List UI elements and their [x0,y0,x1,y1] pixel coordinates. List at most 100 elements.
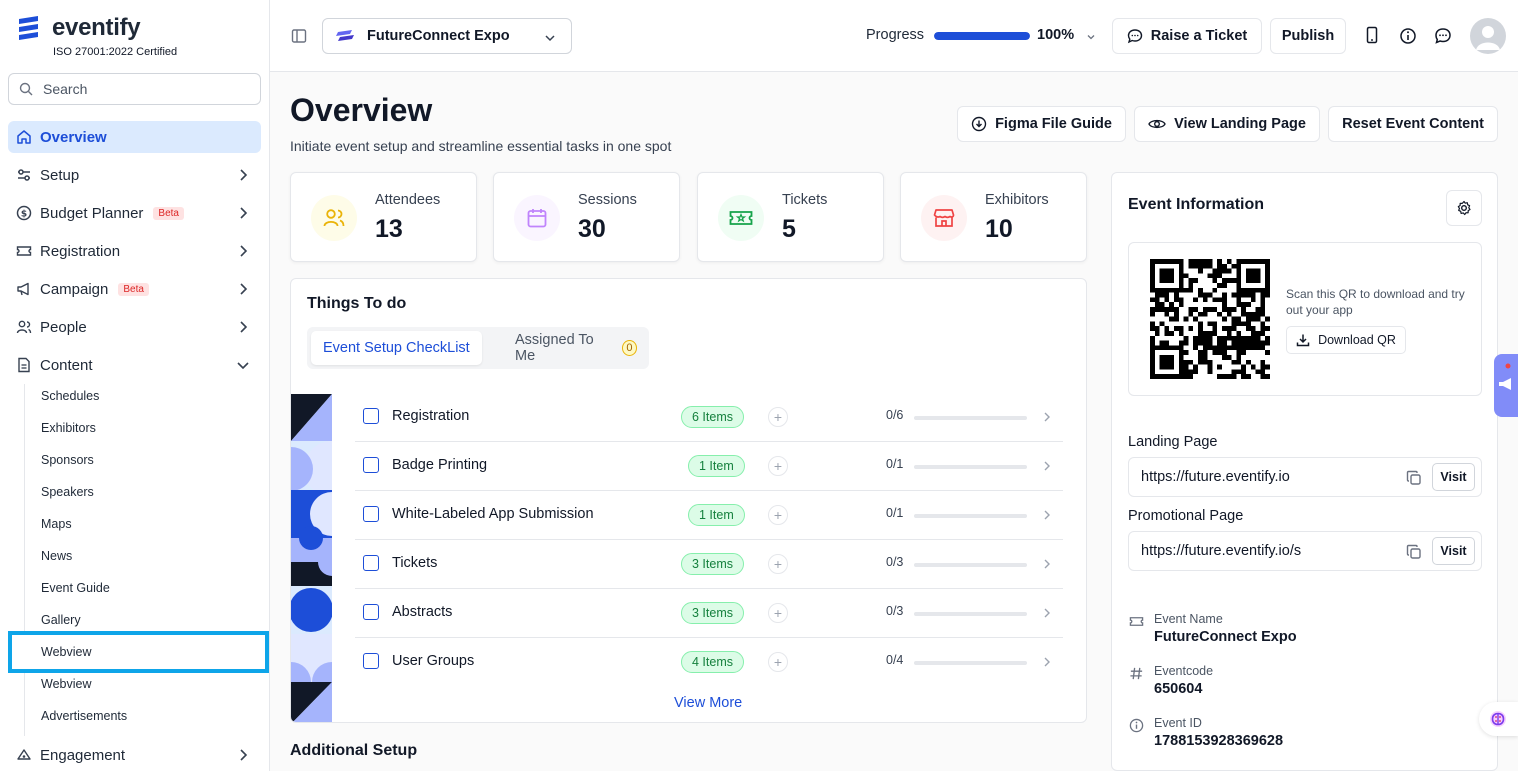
qr-module [1198,350,1203,355]
task-items-badge: 3 Items [681,553,744,575]
sidebar-subitem-exhibitors[interactable]: Exhibitors [41,421,96,435]
qr-module [1188,307,1194,312]
task-row-registration[interactable]: Registration 6 Items + 0/6 [355,393,1063,442]
add-task-button[interactable]: + [768,505,788,525]
sidebar-subitem-webview[interactable]: Webview [41,645,92,659]
qr-module [1207,359,1213,365]
sidebar-item-overview[interactable]: Overview [8,121,261,153]
qr-module [1222,316,1227,322]
task-row-user-groups[interactable]: User Groups 4 Items + 0/4 [355,638,1063,687]
search-box[interactable] [8,73,261,105]
qr-module [1255,259,1261,264]
task-checkbox[interactable] [363,604,379,620]
qr-module [1193,307,1198,312]
view-landing-page-button[interactable]: View Landing Page [1134,106,1320,142]
task-checkbox[interactable] [363,653,379,669]
qr-module [1265,287,1270,293]
stat-card-attendees[interactable]: Attendees 13 [290,172,477,262]
stat-card-tickets[interactable]: Tickets 5 [697,172,884,262]
qr-module [1178,273,1184,279]
stat-label: Attendees [375,192,441,208]
qr-module [1217,283,1222,288]
copy-icon[interactable] [1406,544,1422,560]
tab-event-setup-checklist[interactable]: Event Setup CheckList [311,331,482,365]
chevron-down-icon[interactable] [1085,31,1097,43]
qr-code-icon[interactable] [1150,259,1270,379]
qr-module [1150,374,1155,379]
sidebar-subitem-news[interactable]: News [41,549,73,563]
task-row-white-labeled-app[interactable]: White-Labeled App Submission 1 Item + 0/… [355,491,1063,540]
qr-module [1231,345,1237,351]
task-checkbox[interactable] [363,457,379,473]
event-selector[interactable]: FutureConnect Expo [322,18,572,54]
sidebar-subitem-event-guide[interactable]: Event Guide [41,581,110,595]
qr-module [1183,316,1189,322]
sidebar-item-setup[interactable]: Setup [8,159,261,191]
task-row-tickets[interactable]: Tickets 3 Items + 0/3 [355,540,1063,589]
sidebar-subitem-speakers[interactable]: Speakers [41,485,94,499]
copy-icon[interactable] [1406,470,1422,486]
qr-module [1255,273,1261,279]
task-checkbox[interactable] [363,555,379,571]
task-name: White-Labeled App Submission [392,506,594,522]
reset-event-content-button[interactable]: Reset Event Content [1328,106,1498,142]
qr-module [1260,369,1266,375]
sidebar: eventify ISO 27001:2022 Certified Overvi… [0,0,270,771]
sidebar-subitem-sponsors[interactable]: Sponsors [41,453,94,467]
qr-module [1246,287,1251,293]
qr-module [1164,268,1170,274]
qr-module [1265,273,1270,279]
search-input[interactable] [43,81,243,97]
publish-button[interactable]: Publish [1270,18,1346,54]
sidebar-subitem-webview-2[interactable]: Webview [41,677,92,691]
qr-module [1202,292,1208,298]
sidebar-subitem-maps[interactable]: Maps [41,517,72,531]
task-row-abstracts[interactable]: Abstracts 3 Items + 0/3 [355,589,1063,638]
sidebar-item-budget-planner[interactable]: $ Budget Planner Beta [8,197,261,229]
mobile-preview-icon[interactable] [1364,26,1380,44]
messages-icon[interactable] [1434,27,1452,45]
qr-module [1150,263,1155,269]
qr-module [1154,331,1160,336]
sidebar-subitem-advertisements[interactable]: Advertisements [41,709,128,723]
sidebar-item-content[interactable]: Content [8,349,261,381]
event-settings-button[interactable] [1446,190,1482,226]
visit-promotional-page-button[interactable]: Visit [1432,537,1475,565]
task-checkbox[interactable] [363,506,379,522]
feedback-side-tab[interactable] [1494,354,1518,417]
figma-file-guide-button[interactable]: Figma File Guide [957,106,1126,142]
ai-assistant-button[interactable] [1479,702,1518,736]
sidebar-item-registration[interactable]: Registration [8,235,261,267]
add-task-button[interactable]: + [768,652,788,672]
task-row-badge-printing[interactable]: Badge Printing 1 Item + 0/1 [355,442,1063,491]
add-task-button[interactable]: + [768,603,788,623]
tab-assigned-to-me[interactable]: Assigned To Me 0 [503,331,649,365]
qr-module [1255,335,1261,341]
brand-logo[interactable]: eventify [16,14,141,42]
raise-ticket-button[interactable]: Raise a Ticket [1112,18,1262,54]
sidebar-subitem-gallery[interactable]: Gallery [41,613,81,627]
qr-module [1183,364,1189,370]
sidebar-subitem-schedules[interactable]: Schedules [41,389,100,403]
qr-module [1236,259,1242,264]
sidebar-item-people[interactable]: People [8,311,261,343]
visit-landing-page-button[interactable]: Visit [1432,463,1475,491]
qr-module [1241,321,1246,327]
sidebar-item-campaign[interactable]: Campaign Beta [8,273,261,305]
add-task-button[interactable]: + [768,456,788,476]
chevron-right-icon [240,207,248,219]
download-qr-button[interactable]: Download QR [1286,326,1406,354]
info-icon[interactable] [1399,27,1417,45]
user-avatar[interactable] [1470,18,1506,54]
sidebar-item-engagement[interactable]: Engagement [8,739,261,771]
stat-card-sessions[interactable]: Sessions 30 [493,172,680,262]
qr-module [1188,263,1194,269]
stat-card-exhibitors[interactable]: Exhibitors 10 [900,172,1087,262]
qr-module [1246,292,1251,298]
view-more-link[interactable]: View More [674,695,743,711]
task-checkbox[interactable] [363,408,379,424]
add-task-button[interactable]: + [768,554,788,574]
qr-module [1260,287,1266,293]
sidebar-toggle-icon[interactable] [291,28,307,44]
add-task-button[interactable]: + [768,407,788,427]
